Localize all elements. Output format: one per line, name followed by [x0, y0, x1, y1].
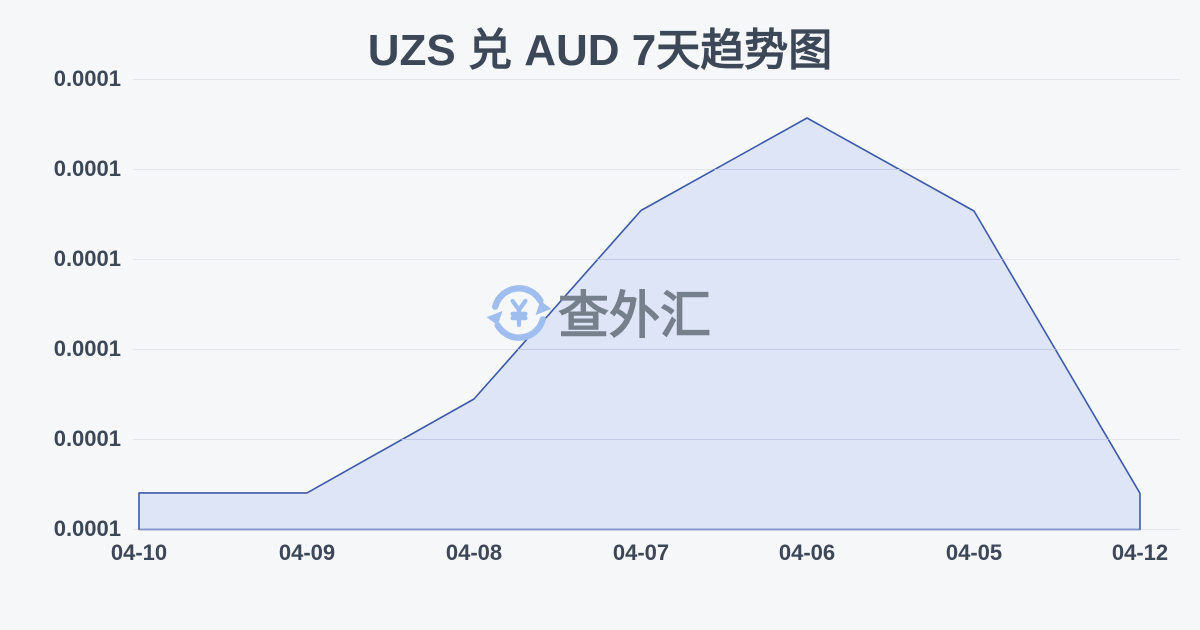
svg-text:04-10: 04-10 — [111, 540, 167, 565]
svg-text:0.0001: 0.0001 — [54, 516, 121, 541]
svg-text:04-08: 04-08 — [446, 540, 502, 565]
svg-text:04-06: 04-06 — [779, 540, 835, 565]
svg-text:0.0001: 0.0001 — [54, 426, 121, 451]
svg-text:04-09: 04-09 — [279, 540, 335, 565]
svg-text:0.0001: 0.0001 — [54, 66, 121, 91]
svg-text:04-07: 04-07 — [613, 540, 669, 565]
svg-text:04-12: 04-12 — [1112, 540, 1168, 565]
svg-text:0.0001: 0.0001 — [54, 336, 121, 361]
svg-text:0.0001: 0.0001 — [54, 156, 121, 181]
svg-text:0.0001: 0.0001 — [54, 246, 121, 271]
svg-text:04-05: 04-05 — [946, 540, 1002, 565]
svg-text:查外汇: 查外汇 — [558, 287, 711, 344]
